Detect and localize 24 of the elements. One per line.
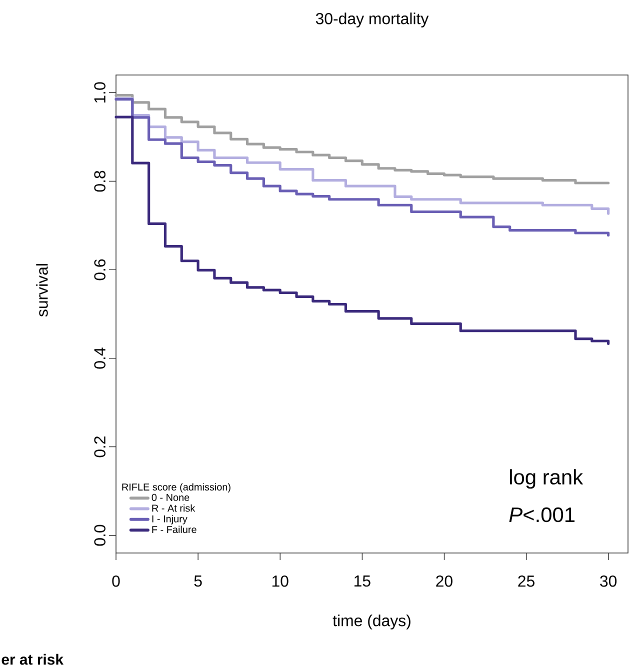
annotation: log rank bbox=[510, 469, 584, 489]
legend-title: RIFLE score (admission) bbox=[122, 483, 230, 493]
x-tick-label: 20 bbox=[436, 576, 452, 587]
x-tick-label: 30 bbox=[600, 576, 617, 587]
legend-label: R - At risk bbox=[152, 504, 196, 512]
annotation: P<.001 bbox=[509, 507, 575, 522]
y-tick-label: 0.2 bbox=[94, 436, 106, 458]
x-tick-label: 10 bbox=[272, 576, 288, 587]
x-tick-label: 5 bbox=[194, 576, 202, 587]
legend-label: 0 - None bbox=[152, 494, 190, 501]
x-axis-title: time (days) bbox=[332, 614, 410, 630]
x-tick-label: 25 bbox=[518, 576, 534, 587]
legend-label: I - Injury bbox=[152, 515, 188, 524]
legend-label: F - Failure bbox=[152, 526, 196, 534]
y-tick-label: 0.6 bbox=[94, 259, 106, 280]
x-tick-label: 15 bbox=[354, 576, 370, 587]
y-tick-label: 1.0 bbox=[94, 82, 106, 103]
y-tick-label: 0.4 bbox=[94, 348, 106, 369]
chart-title: 30-day mortality bbox=[316, 12, 429, 28]
x-tick-label: 0 bbox=[112, 576, 120, 587]
y-axis-title: survival bbox=[36, 264, 48, 317]
y-tick-label: 0.8 bbox=[94, 170, 106, 192]
y-tick-label: 0.0 bbox=[94, 524, 106, 546]
text: er at risk bbox=[2, 654, 64, 665]
